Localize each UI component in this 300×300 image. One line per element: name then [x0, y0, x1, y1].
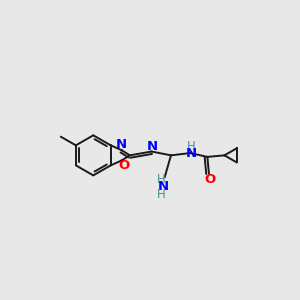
Text: O: O — [204, 173, 215, 187]
Text: N: N — [186, 147, 197, 160]
Text: N: N — [147, 140, 158, 153]
Text: N: N — [116, 138, 127, 151]
Text: N: N — [158, 180, 169, 194]
Text: H: H — [187, 140, 196, 153]
Text: O: O — [118, 159, 130, 172]
Text: H: H — [157, 188, 165, 201]
Text: H: H — [157, 173, 165, 186]
